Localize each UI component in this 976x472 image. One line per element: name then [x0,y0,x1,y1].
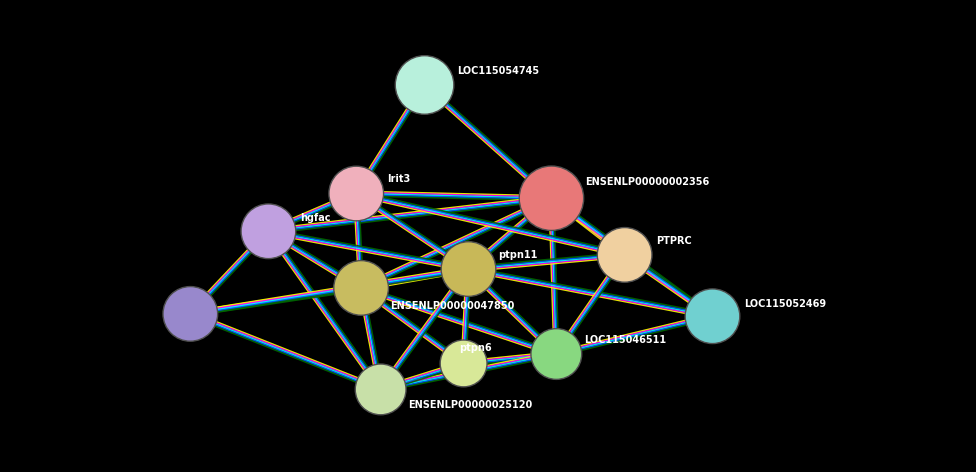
Text: ptpn11: ptpn11 [498,250,537,260]
Ellipse shape [163,287,218,341]
Ellipse shape [441,242,496,296]
Ellipse shape [241,204,296,259]
Ellipse shape [334,261,388,315]
Text: ENSENLP00000025120: ENSENLP00000025120 [408,399,532,410]
Text: hgfac: hgfac [300,213,330,223]
Text: lrit3: lrit3 [387,174,411,185]
Ellipse shape [395,56,454,114]
Text: ptpn6: ptpn6 [459,343,491,354]
Ellipse shape [597,228,652,282]
Text: LOC115046511: LOC115046511 [584,335,666,345]
Text: PTPRC: PTPRC [656,236,692,246]
Ellipse shape [329,166,384,221]
Text: LOC115054745: LOC115054745 [457,66,539,76]
Ellipse shape [519,166,584,230]
Text: ENSENLP00000047850: ENSENLP00000047850 [390,301,514,311]
Ellipse shape [440,340,487,387]
Ellipse shape [531,329,582,379]
Text: ENSENLP00000002356: ENSENLP00000002356 [586,177,710,187]
Ellipse shape [685,289,740,344]
Text: LOC115052469: LOC115052469 [744,299,826,310]
Ellipse shape [355,364,406,415]
